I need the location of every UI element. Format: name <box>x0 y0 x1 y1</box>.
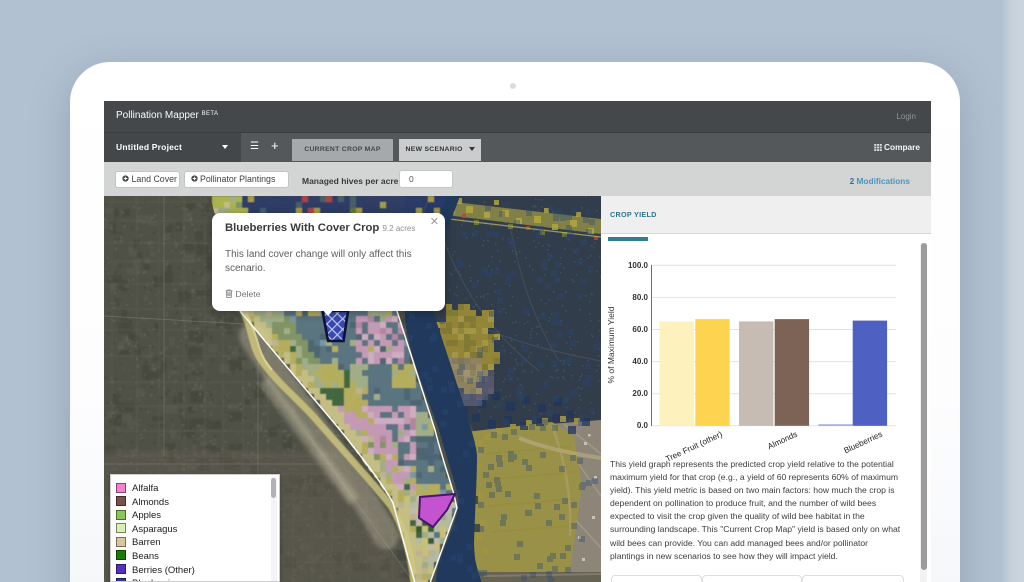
svg-text:% of Maximum Yield: % of Maximum Yield <box>606 306 616 383</box>
svg-text:20.0: 20.0 <box>632 389 648 398</box>
svg-text:60.0: 60.0 <box>632 325 648 334</box>
svg-text:100.0: 100.0 <box>628 261 649 270</box>
svg-text:0.0: 0.0 <box>637 421 649 430</box>
svg-text:40.0: 40.0 <box>632 357 648 366</box>
svg-text:Almonds: Almonds <box>766 430 799 452</box>
svg-text:80.0: 80.0 <box>632 293 648 302</box>
svg-text:Blueberries: Blueberries <box>843 430 884 456</box>
